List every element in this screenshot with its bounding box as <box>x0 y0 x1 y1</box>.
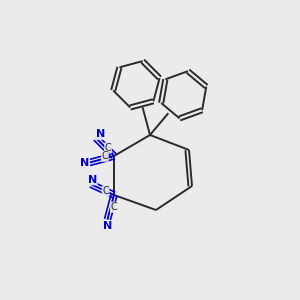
Text: C: C <box>102 186 109 196</box>
Text: N: N <box>80 158 89 168</box>
Text: C: C <box>101 151 108 161</box>
Text: C: C <box>110 202 117 212</box>
Text: N: N <box>96 129 105 140</box>
Text: C: C <box>105 143 111 153</box>
Text: N: N <box>88 175 97 185</box>
Text: N: N <box>103 220 112 231</box>
